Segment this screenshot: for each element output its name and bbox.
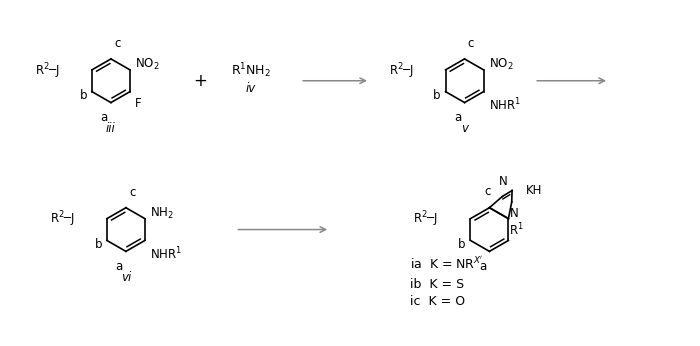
Text: b: b bbox=[458, 238, 466, 251]
Text: R$^2$─J: R$^2$─J bbox=[35, 61, 60, 81]
Text: N: N bbox=[499, 175, 508, 188]
Text: a: a bbox=[480, 260, 486, 273]
Text: b: b bbox=[433, 89, 440, 102]
Text: ic  K = O: ic K = O bbox=[410, 295, 465, 308]
Text: a: a bbox=[116, 260, 123, 273]
Text: c: c bbox=[129, 186, 135, 199]
Text: NHR$^1$: NHR$^1$ bbox=[489, 97, 521, 113]
Text: R$^2$─J: R$^2$─J bbox=[389, 61, 414, 81]
Text: NH$_2$: NH$_2$ bbox=[150, 206, 174, 221]
Text: +: + bbox=[194, 72, 207, 90]
Text: NO$_2$: NO$_2$ bbox=[135, 57, 160, 72]
Text: NO$_2$: NO$_2$ bbox=[489, 57, 513, 72]
Text: R$^1$: R$^1$ bbox=[510, 222, 524, 238]
Text: c: c bbox=[484, 185, 491, 198]
Text: KH: KH bbox=[526, 184, 543, 197]
Text: vi: vi bbox=[121, 271, 131, 284]
Text: b: b bbox=[80, 89, 87, 102]
Text: R$^2$─J: R$^2$─J bbox=[50, 210, 75, 229]
Text: c: c bbox=[468, 37, 474, 50]
Text: F: F bbox=[135, 97, 141, 110]
Text: a: a bbox=[101, 111, 108, 125]
Text: iii: iii bbox=[106, 122, 116, 135]
Text: R$^2$─J: R$^2$─J bbox=[414, 210, 439, 229]
Text: R$^1$NH$_2$: R$^1$NH$_2$ bbox=[230, 62, 270, 80]
Text: b: b bbox=[94, 238, 102, 251]
Text: ia  K = NR$^{X^{\prime}}$: ia K = NR$^{X^{\prime}}$ bbox=[410, 256, 483, 272]
Text: iv: iv bbox=[245, 82, 255, 95]
Text: v: v bbox=[461, 122, 468, 135]
Text: a: a bbox=[454, 111, 461, 125]
Text: NHR$^1$: NHR$^1$ bbox=[150, 245, 182, 262]
Text: N: N bbox=[510, 207, 519, 220]
Text: c: c bbox=[114, 37, 120, 50]
Text: ib  K = S: ib K = S bbox=[410, 277, 464, 291]
